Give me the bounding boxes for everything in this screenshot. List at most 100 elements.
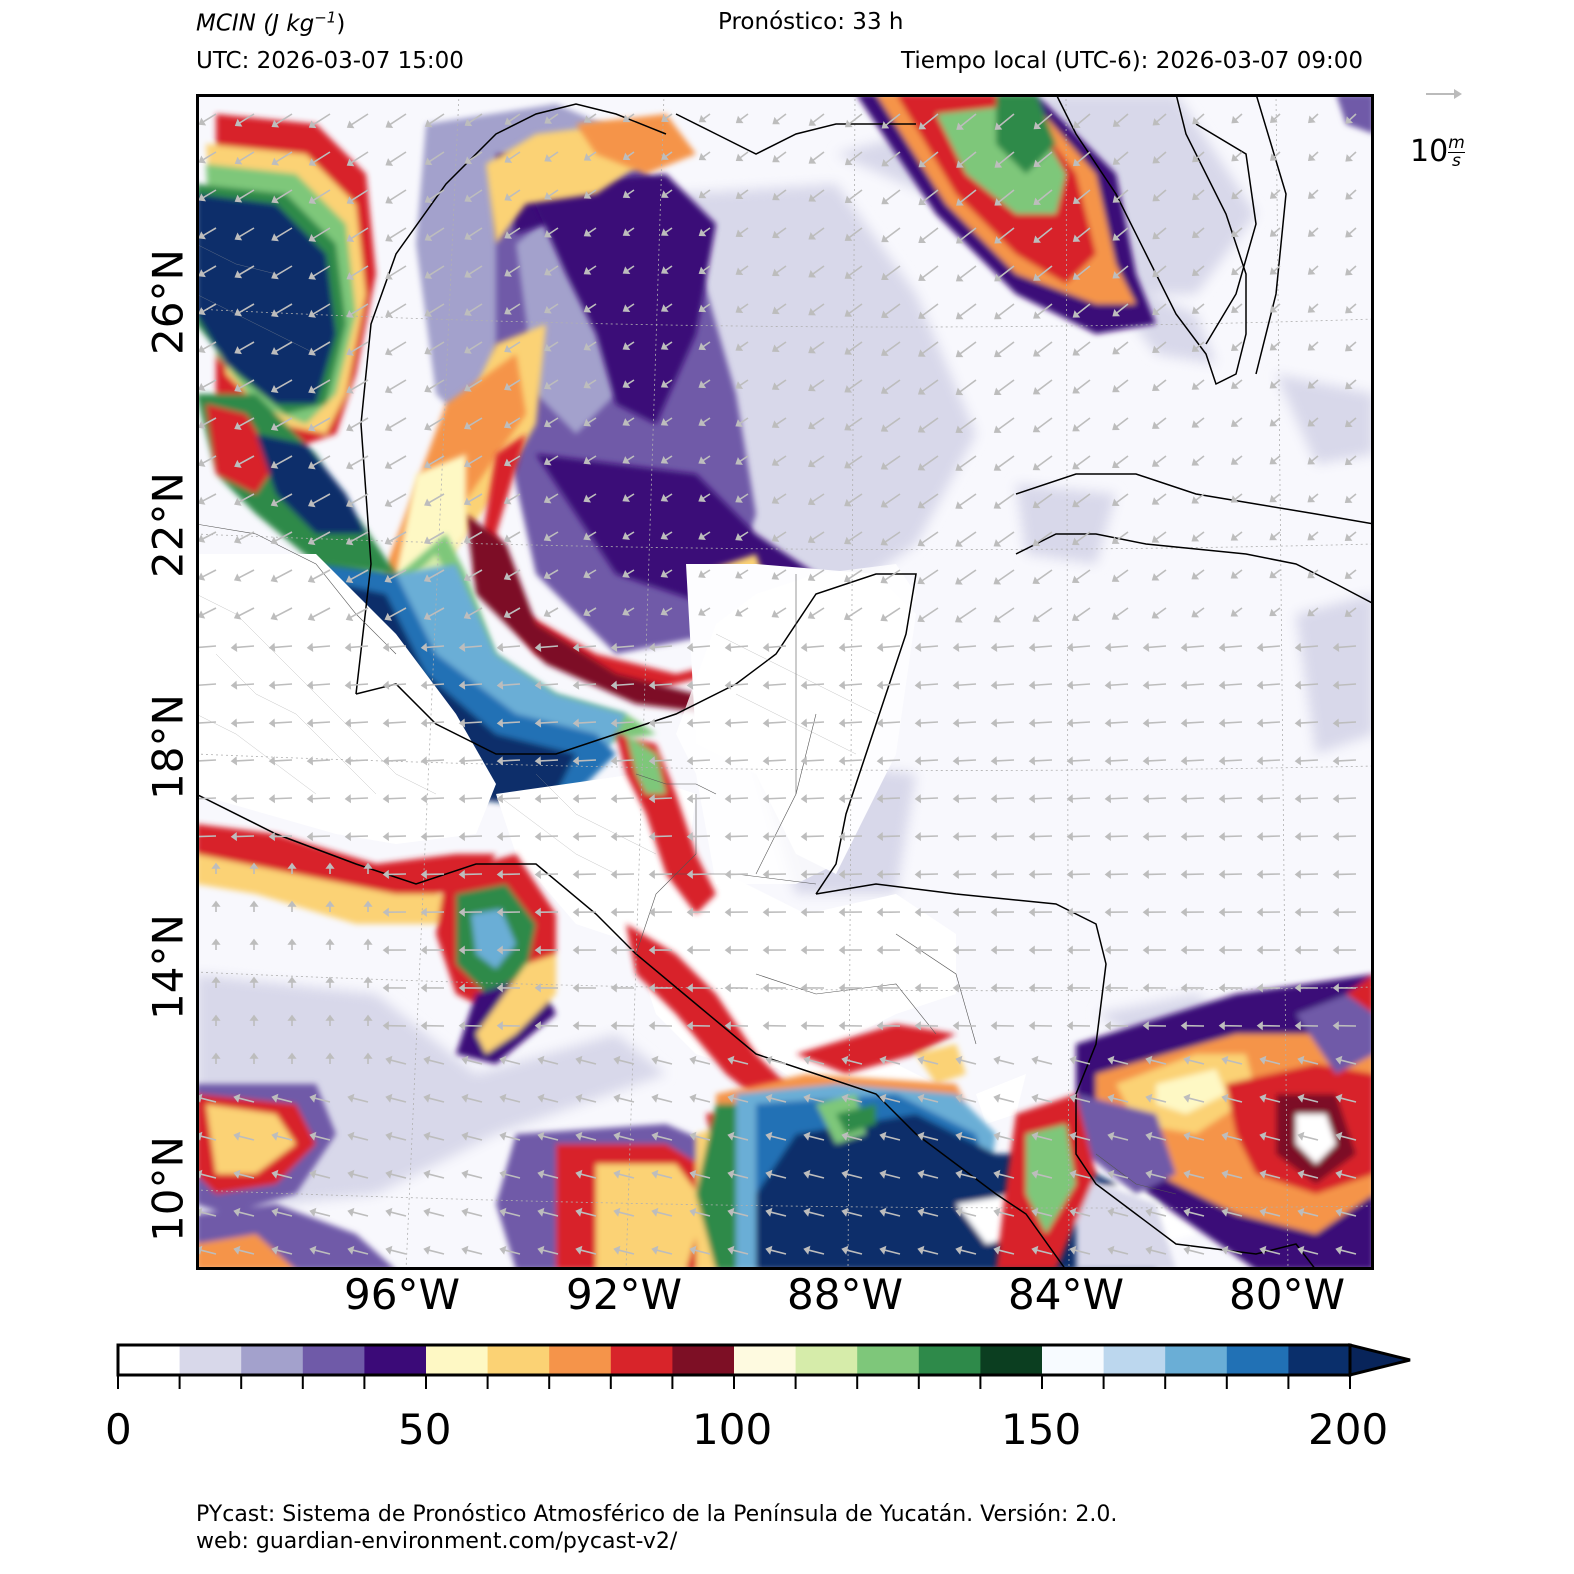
wind-arrow-icon bbox=[775, 569, 787, 578]
wind-arrow-icon bbox=[1348, 607, 1357, 615]
wind-arrow-icon bbox=[311, 645, 331, 649]
wind-arrowhead-icon bbox=[464, 270, 472, 278]
wind-arrowhead-icon bbox=[537, 1169, 545, 1179]
wind-arrowhead-icon bbox=[344, 756, 352, 766]
wind-arrowhead-icon bbox=[1192, 154, 1200, 163]
wind-arrow-icon bbox=[238, 493, 255, 503]
wind-arrowhead-icon bbox=[198, 345, 206, 354]
wind-arrow-icon bbox=[957, 721, 977, 724]
wind-arrowhead-icon bbox=[610, 794, 618, 804]
wind-arrow-icon bbox=[1302, 1135, 1319, 1141]
wind-arrow-icon bbox=[847, 607, 863, 618]
wind-arrow-icon bbox=[739, 151, 749, 159]
wind-arrowhead-icon bbox=[800, 756, 808, 766]
wind-arrow-icon bbox=[200, 1173, 217, 1179]
wind-arrow-icon bbox=[312, 303, 331, 315]
wind-arrowhead-icon bbox=[1104, 680, 1112, 690]
wind-arrowhead-icon bbox=[1107, 1169, 1115, 1179]
wind-arrowhead-icon bbox=[917, 500, 926, 509]
wind-arrow-icon bbox=[350, 379, 369, 391]
wind-arrowhead-icon bbox=[648, 831, 655, 842]
wind-arrow-icon bbox=[349, 721, 369, 724]
wind-arrow-icon bbox=[957, 683, 977, 687]
wind-arrow-icon bbox=[732, 1249, 749, 1255]
wind-arrow-icon bbox=[884, 531, 901, 543]
wind-arrowhead-icon bbox=[1142, 831, 1149, 842]
wind-arrow-icon bbox=[1195, 379, 1205, 388]
wind-arrow-icon bbox=[922, 1097, 939, 1103]
wind-arrowhead-icon bbox=[423, 1207, 431, 1217]
wind-arrowhead-icon bbox=[423, 1055, 431, 1065]
wind-arrow-icon bbox=[350, 151, 369, 164]
wind-arrowhead-icon bbox=[990, 756, 998, 766]
wind-arrow-icon bbox=[664, 493, 673, 499]
wind-arrowhead-icon bbox=[1332, 1021, 1339, 1031]
wind-arrowhead-icon bbox=[918, 197, 927, 206]
wind-arrow-icon bbox=[202, 569, 217, 578]
wind-arrowhead-icon bbox=[1066, 756, 1074, 766]
wind-arrow-icon bbox=[1311, 417, 1319, 424]
wind-arrow-icon bbox=[311, 759, 331, 762]
wind-arrow-icon bbox=[1302, 1097, 1319, 1103]
wind-arrow-icon bbox=[997, 493, 1015, 507]
wind-arrow-icon bbox=[312, 189, 331, 202]
wind-arrowhead-icon bbox=[1307, 381, 1316, 389]
wind-arrowhead-icon bbox=[287, 976, 297, 983]
wind-arrow-icon bbox=[1348, 151, 1357, 159]
wind-arrowhead-icon bbox=[955, 387, 964, 396]
wind-arrow-icon bbox=[580, 1135, 597, 1141]
wind-arrowhead-icon bbox=[534, 1021, 541, 1031]
wind-arrow-icon bbox=[618, 1173, 635, 1179]
wind-arrow-icon bbox=[542, 1097, 559, 1103]
wind-arrowhead-icon bbox=[1297, 1131, 1305, 1141]
wind-arrow-icon bbox=[995, 835, 1015, 838]
wind-arrow-icon bbox=[1036, 607, 1053, 620]
wind-arrow-icon bbox=[665, 151, 673, 158]
wind-arrow-icon bbox=[350, 265, 369, 278]
wind-arrowhead-icon bbox=[803, 1207, 811, 1217]
wind-arrow-icon bbox=[577, 835, 597, 838]
wind-arrow-icon bbox=[466, 1211, 483, 1217]
wind-arrowhead-icon bbox=[800, 794, 808, 804]
wind-arrowhead-icon bbox=[233, 1169, 241, 1179]
colorbar-segment bbox=[1165, 1345, 1228, 1375]
wind-arrow-icon bbox=[580, 1097, 597, 1103]
wind-arrowhead-icon bbox=[1142, 680, 1150, 690]
wind-arrowhead-icon bbox=[724, 869, 731, 879]
wind-arrow-icon bbox=[921, 569, 939, 582]
wind-arrowhead-icon bbox=[1192, 116, 1200, 125]
wind-arrow-icon bbox=[884, 1135, 901, 1141]
wind-arrow-icon bbox=[691, 721, 711, 724]
wind-arrow-icon bbox=[1076, 379, 1091, 391]
wind-arrowhead-icon bbox=[808, 421, 816, 430]
wind-arrow-icon bbox=[1311, 151, 1319, 159]
wind-arrow-icon bbox=[468, 151, 483, 162]
wind-arrow-icon bbox=[1340, 1097, 1357, 1103]
wind-arrowhead-icon bbox=[198, 269, 206, 278]
wind-arrow-icon bbox=[314, 1211, 331, 1217]
wind-arrow-icon bbox=[350, 113, 369, 126]
wind-arrowhead-icon bbox=[1294, 945, 1301, 955]
wind-arrow-icon bbox=[1036, 1135, 1053, 1141]
wind-arrowhead-icon bbox=[496, 680, 504, 690]
wind-arrow-icon bbox=[542, 1249, 559, 1255]
wind-arrowhead-icon bbox=[1345, 192, 1353, 200]
wind-arrow-icon bbox=[664, 341, 673, 348]
wind-arrowhead-icon bbox=[572, 642, 580, 652]
wind-arrowhead-icon bbox=[424, 422, 432, 431]
wind-arrow-icon bbox=[884, 303, 901, 316]
wind-arrow-icon bbox=[468, 113, 483, 124]
wind-arrowhead-icon bbox=[1269, 343, 1278, 351]
wind-arrow-icon bbox=[468, 531, 483, 541]
wind-arrowhead-icon bbox=[990, 680, 998, 690]
wind-arrowhead-icon bbox=[651, 1207, 659, 1217]
wind-arrow-icon bbox=[694, 1059, 711, 1065]
wind-arrow-icon bbox=[702, 607, 711, 614]
wind-arrowhead-icon bbox=[496, 869, 503, 879]
wind-arrow-icon bbox=[812, 189, 825, 199]
wind-arrowhead-icon bbox=[504, 231, 512, 239]
wind-arrowhead-icon bbox=[234, 118, 243, 127]
wind-arrowhead-icon bbox=[881, 196, 890, 205]
wind-arrow-icon bbox=[468, 303, 483, 314]
wind-arrowhead-icon bbox=[583, 115, 592, 123]
